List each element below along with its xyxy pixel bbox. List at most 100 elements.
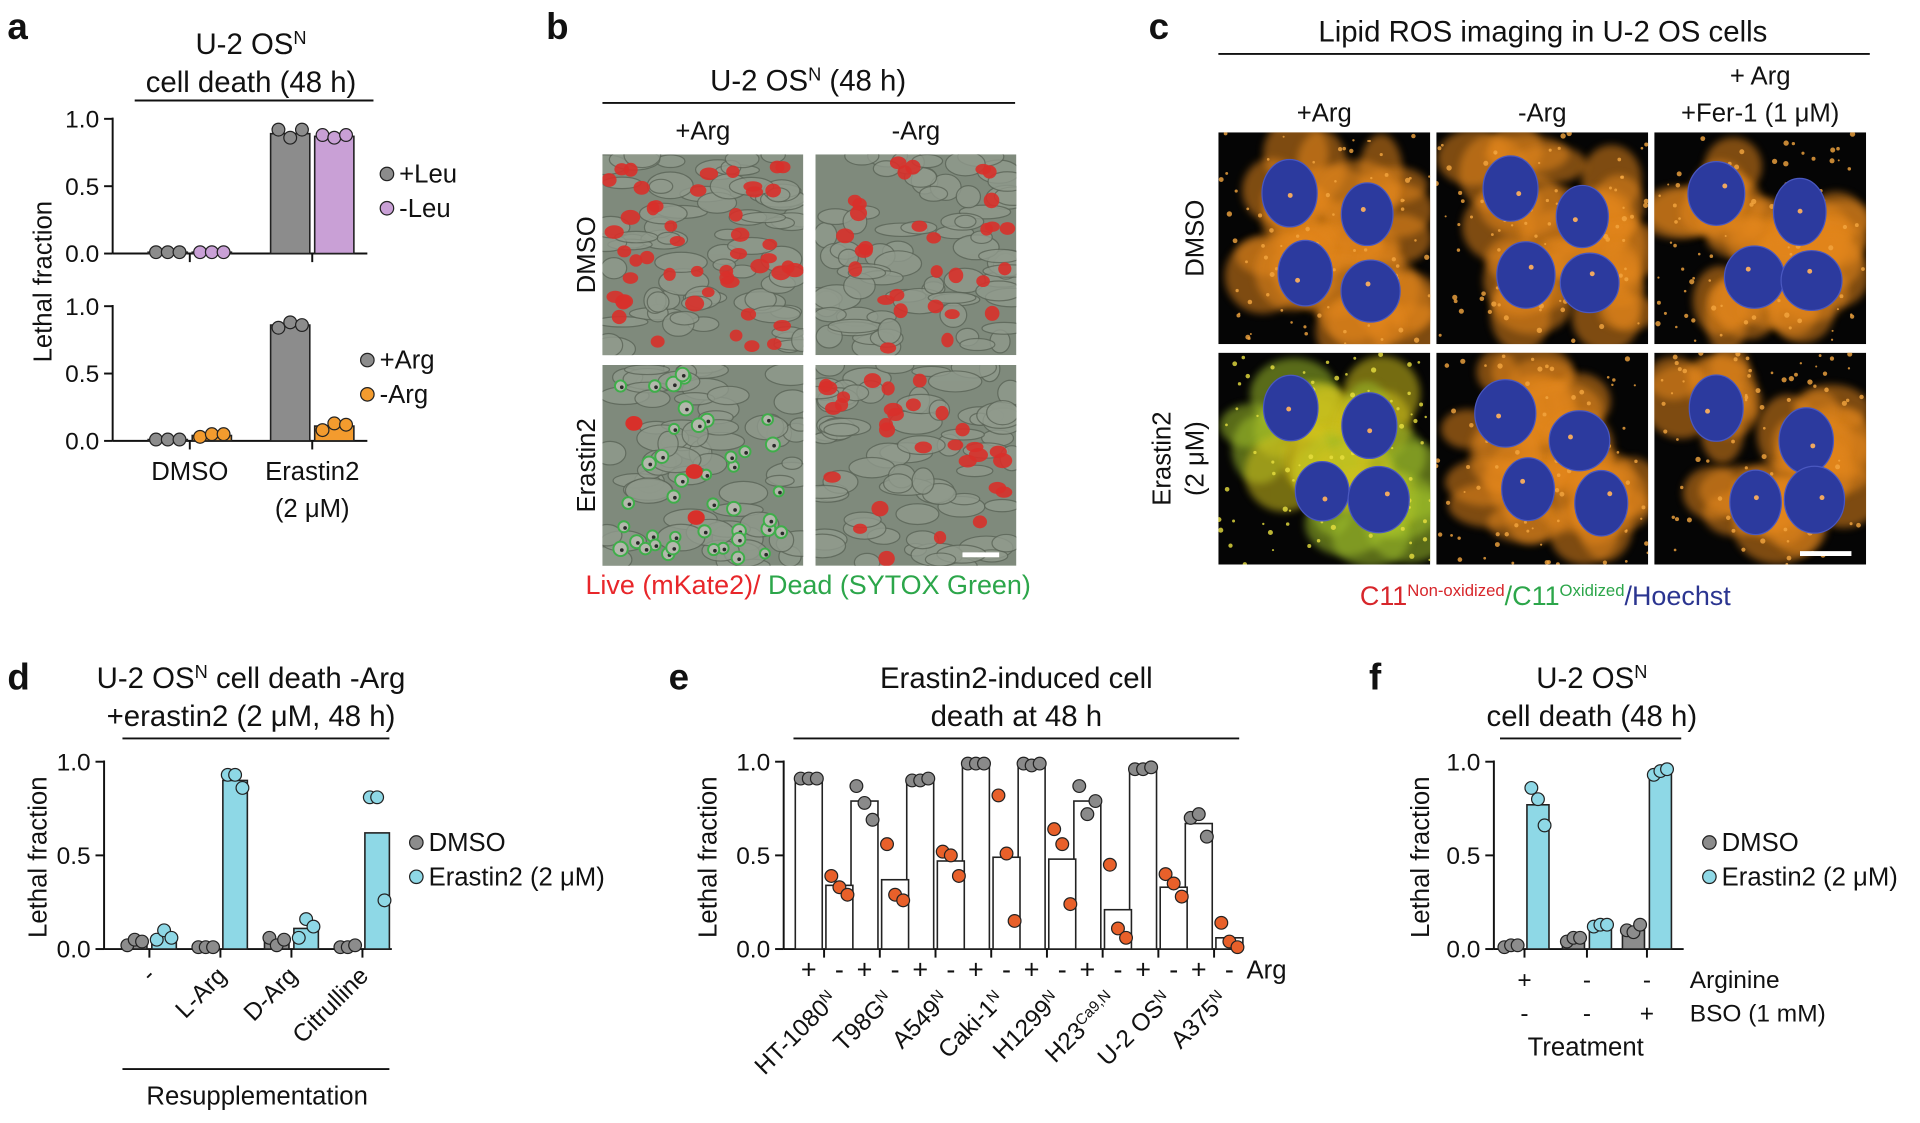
lipid-speck xyxy=(1352,139,1355,142)
y-tick-label: 0.0 xyxy=(57,937,91,964)
lipid-speck xyxy=(1566,132,1572,137)
nucleus xyxy=(1723,245,1785,309)
nucleolus xyxy=(1365,281,1371,287)
lipid-speck xyxy=(1480,199,1484,204)
live-nucleus xyxy=(955,422,970,437)
data-point xyxy=(840,887,855,902)
lipid-speck xyxy=(1660,378,1664,382)
live-nucleus xyxy=(639,250,655,265)
lipid-speck xyxy=(1218,177,1224,182)
lipid-speck xyxy=(1555,562,1560,565)
lipid-speck xyxy=(1526,529,1530,533)
data-point xyxy=(977,756,991,771)
chart-title: +erastin2 (2 μM, 48 h) xyxy=(107,700,396,733)
condition-label: Arginine xyxy=(1690,967,1780,994)
nucleolus xyxy=(1705,408,1710,414)
data-point xyxy=(849,779,864,794)
lipid-speck xyxy=(1308,454,1314,460)
cell-outline xyxy=(823,422,860,437)
legend-label: DMSO xyxy=(1722,829,1799,857)
live-nucleus xyxy=(730,227,750,242)
live-nucleus xyxy=(853,523,868,534)
lipid-speck xyxy=(1407,391,1411,396)
cell-outline xyxy=(848,456,896,479)
nucleolus xyxy=(1516,191,1522,197)
lipid-speck xyxy=(1617,157,1622,162)
live-nucleus xyxy=(729,329,743,342)
y-tick-label: 0.0 xyxy=(65,428,99,455)
debris xyxy=(705,474,710,478)
lipid-speck xyxy=(1483,160,1489,166)
lipid-speck xyxy=(1232,238,1238,244)
lipid-speck xyxy=(1788,326,1792,330)
lipid-speck xyxy=(1620,175,1625,179)
lipid-speck xyxy=(1457,536,1461,540)
cell-outline xyxy=(877,318,902,345)
lipid-speck xyxy=(1831,329,1834,332)
lipid-speck xyxy=(1720,304,1723,308)
live-nucleus xyxy=(701,287,715,298)
data-point xyxy=(1230,940,1245,955)
lipid-speck xyxy=(1440,143,1444,147)
lipid-speck xyxy=(1262,522,1265,526)
cell-outline xyxy=(927,370,983,393)
lipid-speck xyxy=(1367,324,1371,327)
live-nucleus xyxy=(879,342,897,354)
debris xyxy=(778,490,782,495)
lipid-speck xyxy=(1463,490,1466,494)
lipid-speck xyxy=(1223,132,1228,136)
panel-letter: a xyxy=(7,6,28,47)
live-nucleus xyxy=(984,305,1000,321)
lipid-speck xyxy=(1400,198,1405,203)
lipid-speck xyxy=(1458,308,1464,314)
lipid-speck xyxy=(1428,175,1431,178)
debris xyxy=(661,455,665,460)
lipid-speck xyxy=(1674,361,1679,366)
lipid-speck xyxy=(1446,165,1452,171)
lipid-speck xyxy=(1744,393,1748,397)
lipid-speck xyxy=(1625,480,1631,485)
lipid-speck xyxy=(1602,560,1608,565)
live-nucleus xyxy=(848,261,863,277)
live-nucleus xyxy=(633,180,650,195)
legend-label: +Arg xyxy=(380,347,435,375)
lipid-speck xyxy=(1504,532,1509,537)
lipid-speck xyxy=(1724,234,1727,237)
lipid-speck xyxy=(1571,338,1576,343)
nucleolus xyxy=(1520,478,1526,484)
lipid-speck xyxy=(1734,164,1740,170)
lipid-speck xyxy=(1267,529,1273,535)
lipid-speck xyxy=(1342,146,1346,151)
lipid-speck xyxy=(1560,133,1566,139)
data-point xyxy=(999,846,1014,861)
lipid-speck xyxy=(1497,248,1501,252)
condition-sign: + xyxy=(1517,967,1531,994)
live-nucleus xyxy=(650,335,665,348)
nucleus xyxy=(1341,392,1398,460)
lipid-speck xyxy=(1466,464,1471,470)
caption: C11Non-oxidized/C11Oxidized/Hoechst xyxy=(1360,580,1731,611)
lipid-speck xyxy=(1537,161,1541,165)
live-nucleus xyxy=(948,267,964,284)
nucleolus xyxy=(1753,495,1759,501)
data-point xyxy=(1524,780,1539,795)
live-nucleus xyxy=(740,308,757,321)
nucleus xyxy=(1783,465,1846,534)
data-point xyxy=(1072,779,1087,794)
lipid-speck xyxy=(1745,356,1750,361)
debris xyxy=(744,451,748,455)
live-nucleus xyxy=(617,245,632,258)
lipid-speck xyxy=(1624,267,1627,271)
lipid-speck xyxy=(1686,517,1692,523)
data-point xyxy=(951,869,966,883)
nucleolus xyxy=(1568,434,1573,440)
lipid-speck xyxy=(1835,464,1841,470)
live-nucleus xyxy=(745,186,764,198)
data-point xyxy=(921,771,936,786)
legend-label: Erastin2 (2 μM) xyxy=(1722,863,1898,891)
nucleolus xyxy=(1589,271,1595,277)
legend-label: Erastin2 (2 μM) xyxy=(429,863,605,891)
live-nucleus xyxy=(893,303,908,319)
cell-outline xyxy=(740,211,787,224)
legend-label: -Leu xyxy=(399,195,450,223)
